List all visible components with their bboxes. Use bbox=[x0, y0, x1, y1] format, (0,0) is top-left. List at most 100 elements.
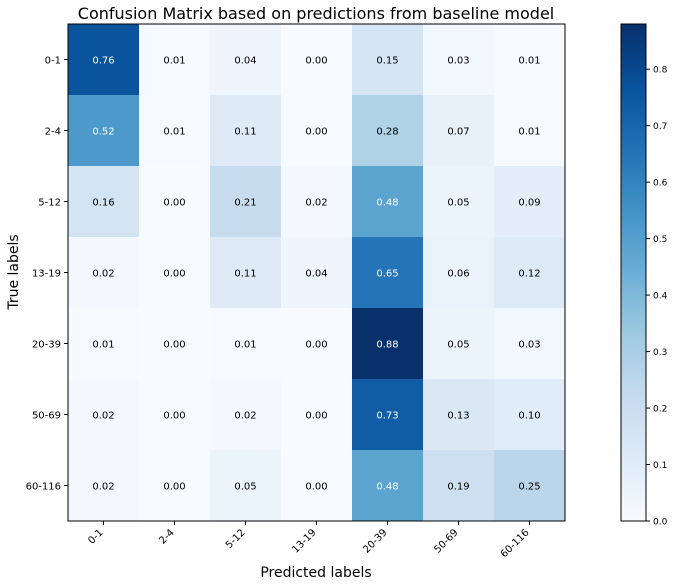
heatmap-cell bbox=[494, 450, 566, 522]
colorbar-ticks: 0.0 0.1 0.2 0.3 0.4 0.5 0.6 0.7 0.8 bbox=[646, 66, 668, 528]
x-tick-label: 5-12 bbox=[224, 527, 248, 551]
cell-value-label: 0.03 bbox=[518, 340, 540, 351]
cell-value-label: 0.13 bbox=[447, 411, 469, 422]
heatmap-cell bbox=[139, 24, 211, 96]
heatmap-cell bbox=[494, 237, 566, 309]
heatmap-cell bbox=[281, 95, 353, 167]
heatmap-cell bbox=[423, 166, 495, 238]
heatmap-cell bbox=[139, 450, 211, 522]
cell-value-label: 0.00 bbox=[163, 269, 185, 280]
cell-value-label: 0.88 bbox=[376, 340, 398, 351]
cell-value-label: 0.07 bbox=[447, 127, 469, 138]
heatmap-cell bbox=[494, 308, 566, 380]
heatmap-value-labels: 0.76 0.01 0.04 0.00 0.15 0.03 0.01 0.52 0.01 0.11… bbox=[92, 56, 540, 493]
heatmap-cell bbox=[210, 308, 282, 380]
x-axis-label: Predicted labels bbox=[260, 565, 371, 581]
heatmap-cell bbox=[352, 237, 424, 309]
cell-value-label: 0.01 bbox=[234, 340, 256, 351]
cell-value-label: 0.05 bbox=[234, 482, 256, 493]
heatmap-cell bbox=[139, 308, 211, 380]
heatmap-cell bbox=[281, 379, 353, 451]
heatmap-cell bbox=[423, 379, 495, 451]
x-tick-label: 50-69 bbox=[432, 527, 460, 555]
heatmap-cell bbox=[494, 24, 566, 96]
cell-value-label: 0.00 bbox=[305, 340, 327, 351]
colorbar-tick-label: 0.6 bbox=[653, 179, 668, 189]
cell-value-label: 0.02 bbox=[92, 482, 114, 493]
cell-value-label: 0.00 bbox=[305, 127, 327, 138]
heatmap-cell bbox=[494, 166, 566, 238]
cell-value-label: 0.11 bbox=[234, 269, 256, 280]
cell-value-label: 0.21 bbox=[234, 198, 256, 209]
cell-value-label: 0.04 bbox=[305, 269, 327, 280]
heatmap-cell bbox=[210, 379, 282, 451]
colorbar-tick-label: 0.0 bbox=[653, 518, 668, 528]
x-tick-label: 60-116 bbox=[499, 527, 532, 560]
heatmap-cell bbox=[281, 308, 353, 380]
cell-value-label: 0.19 bbox=[447, 482, 469, 493]
cell-value-label: 0.00 bbox=[163, 198, 185, 209]
colorbar-tick-label: 0.3 bbox=[653, 348, 667, 358]
cell-value-label: 0.16 bbox=[92, 198, 114, 209]
cell-value-label: 0.02 bbox=[305, 198, 327, 209]
cell-value-label: 0.00 bbox=[163, 482, 185, 493]
heatmap-cell bbox=[281, 24, 353, 96]
colorbar-tick-label: 0.8 bbox=[653, 66, 668, 76]
heatmap-cell bbox=[210, 450, 282, 522]
cell-value-label: 0.28 bbox=[376, 127, 398, 138]
heatmap-cell bbox=[352, 379, 424, 451]
colorbar-tick-label: 0.1 bbox=[653, 461, 667, 471]
heatmap-cell bbox=[68, 166, 140, 238]
cell-value-label: 0.09 bbox=[518, 198, 540, 209]
heatmap-cell bbox=[68, 237, 140, 309]
cell-value-label: 0.01 bbox=[163, 127, 185, 138]
heatmap-cell bbox=[281, 237, 353, 309]
colorbar-tick-label: 0.4 bbox=[653, 292, 668, 302]
heatmap-cell bbox=[139, 237, 211, 309]
cell-value-label: 0.73 bbox=[376, 411, 398, 422]
cell-value-label: 0.02 bbox=[234, 411, 256, 422]
heatmap-cell bbox=[210, 237, 282, 309]
y-tick-label: 13-19 bbox=[32, 269, 61, 280]
heatmap-cell bbox=[281, 166, 353, 238]
heatmap-cell bbox=[423, 450, 495, 522]
heatmap-cell bbox=[210, 166, 282, 238]
cell-value-label: 0.00 bbox=[163, 411, 185, 422]
heatmap-cell bbox=[139, 379, 211, 451]
cell-value-label: 0.11 bbox=[234, 127, 256, 138]
cell-value-label: 0.48 bbox=[376, 482, 398, 493]
cell-value-label: 0.02 bbox=[92, 411, 114, 422]
y-axis-ticks: 0-1 2-4 5-12 13-19 20-39 50-69 60-116 bbox=[26, 56, 68, 493]
heatmap-cell bbox=[352, 95, 424, 167]
x-tick-label: 20-39 bbox=[361, 527, 389, 555]
cell-value-label: 0.25 bbox=[518, 482, 540, 493]
heatmap-cell bbox=[423, 308, 495, 380]
heatmap-cell bbox=[210, 24, 282, 96]
heatmap-cell bbox=[68, 308, 140, 380]
cell-value-label: 0.00 bbox=[305, 411, 327, 422]
heatmap-cell bbox=[494, 95, 566, 167]
cell-value-label: 0.01 bbox=[163, 56, 185, 67]
y-tick-label: 60-116 bbox=[26, 482, 61, 493]
chart-title: Confusion Matrix based on predictions fr… bbox=[78, 4, 554, 23]
cell-value-label: 0.12 bbox=[518, 269, 540, 280]
heatmap-cell bbox=[281, 450, 353, 522]
heatmap-cell bbox=[139, 166, 211, 238]
x-tick-label: 0-1 bbox=[86, 527, 105, 546]
cell-value-label: 0.01 bbox=[518, 127, 540, 138]
heatmap-cells bbox=[68, 24, 566, 522]
cell-value-label: 0.10 bbox=[518, 411, 540, 422]
x-axis-ticks: 0-1 2-4 5-12 13-19 20-39 50-69 60-116 bbox=[86, 521, 532, 560]
colorbar-tick-label: 0.5 bbox=[653, 235, 667, 245]
y-tick-label: 0-1 bbox=[45, 56, 61, 67]
cell-value-label: 0.00 bbox=[305, 56, 327, 67]
cell-value-label: 0.03 bbox=[447, 56, 469, 67]
cell-value-label: 0.48 bbox=[376, 198, 398, 209]
heatmap-cell bbox=[68, 24, 140, 96]
cell-value-label: 0.04 bbox=[234, 56, 256, 67]
y-tick-label: 50-69 bbox=[32, 411, 61, 422]
heatmap-cell bbox=[423, 237, 495, 309]
heatmap-cell bbox=[494, 379, 566, 451]
colorbar-tick-label: 0.7 bbox=[653, 122, 667, 132]
cell-value-label: 0.15 bbox=[376, 56, 398, 67]
